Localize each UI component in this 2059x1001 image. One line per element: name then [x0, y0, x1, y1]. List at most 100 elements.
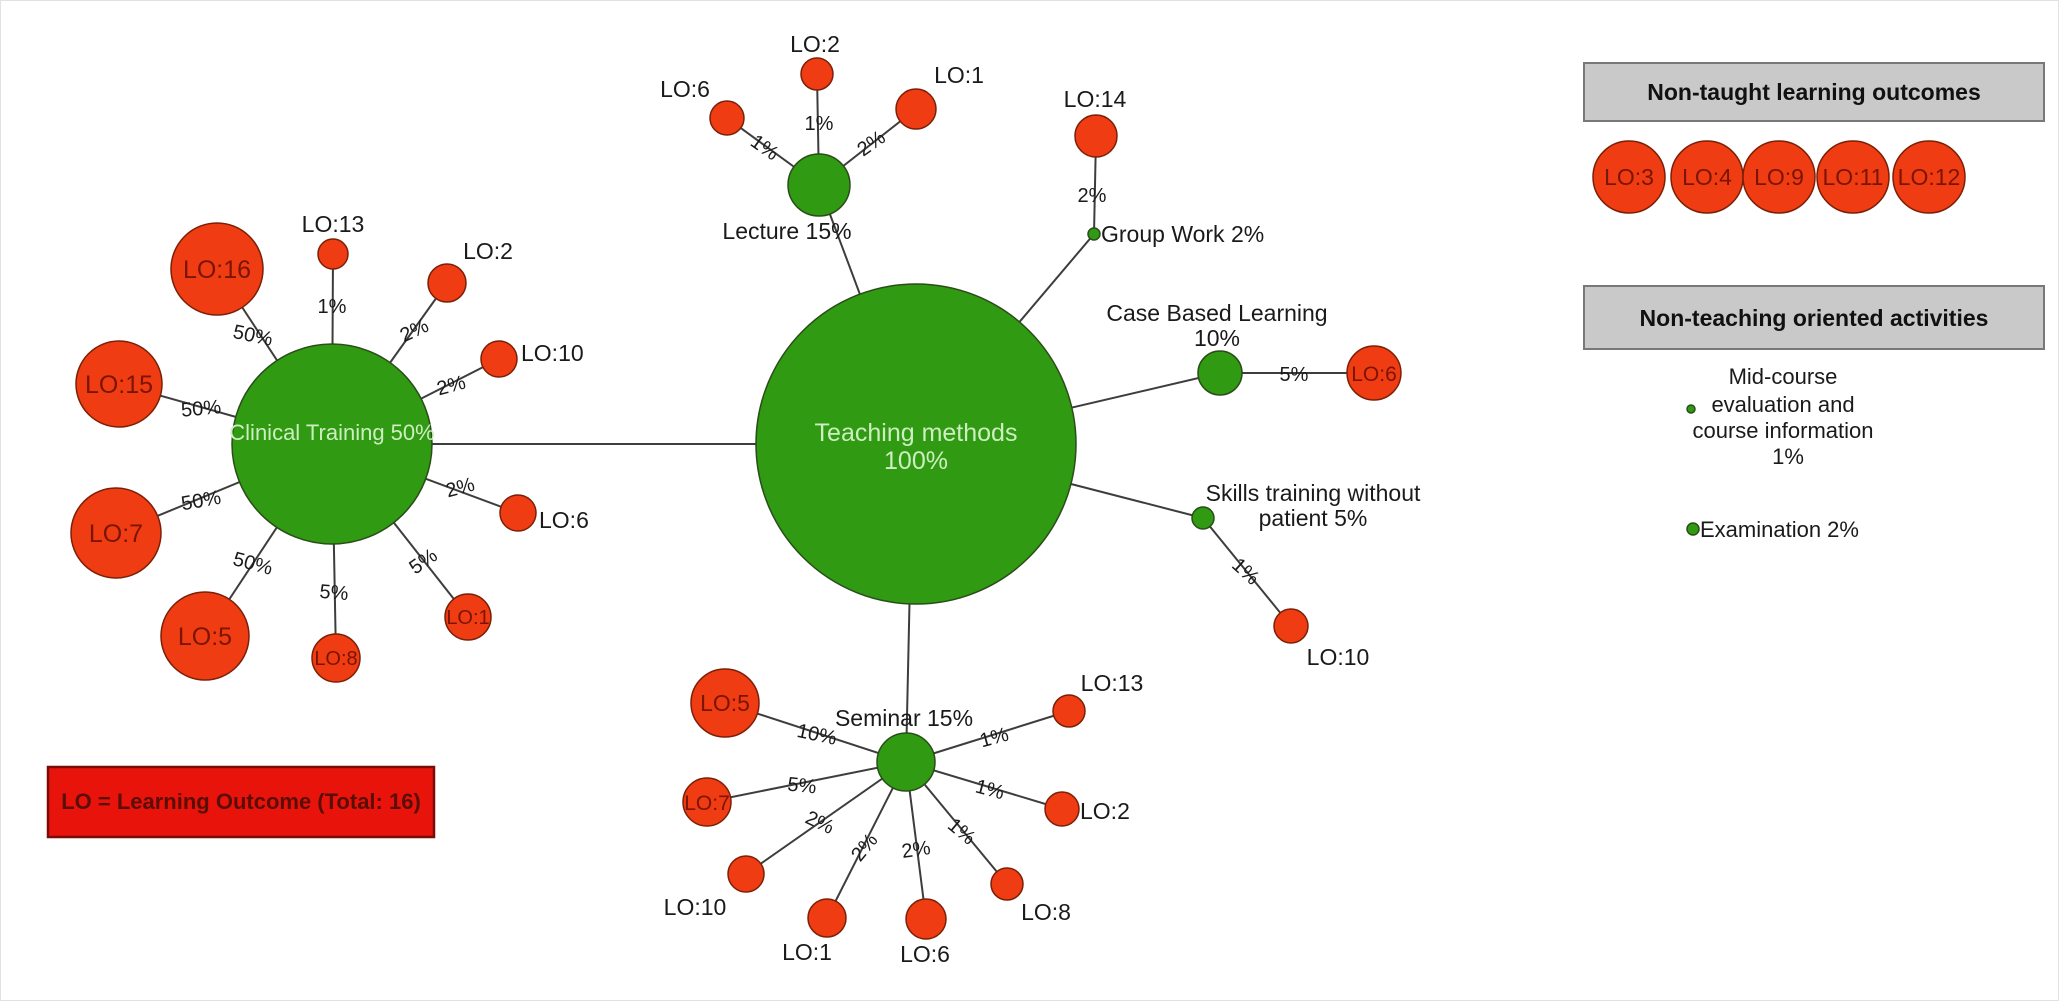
groupwork-lo14-pct: 2%: [1078, 185, 1107, 207]
clinical-lo10-label: LO:10: [521, 340, 584, 366]
clinical-lo16-label: LO:16: [183, 256, 251, 284]
clinical-lo6-label: LO:6: [539, 507, 589, 533]
node-lecture-lo1: [895, 88, 937, 130]
node-seminar-lo5: [690, 668, 760, 738]
seminar-lo6-label: LO:6: [900, 941, 950, 967]
seminar-lo6-pct: 2%: [900, 837, 932, 863]
mid-course-line2: evaluation and: [1711, 392, 1854, 417]
node-clinical-lo10: [480, 340, 518, 378]
groupwork-lo14-label: LO:14: [1064, 86, 1127, 112]
clinical-lo10-pct: 2%: [434, 372, 468, 401]
examination-label: Examination 2%: [1700, 517, 1859, 542]
non-teaching-title-box: [1583, 285, 2045, 350]
clinical-lo15-label: LO:15: [85, 371, 153, 399]
case-based-learning-label: Case Based Learning: [1106, 300, 1327, 326]
node-lecture: [787, 153, 851, 217]
seminar-lo2-pct: 1%: [973, 776, 1007, 805]
lecture-lo2-pct: 1%: [805, 113, 834, 135]
nontaught-lo3-label: LO:3: [1604, 164, 1654, 190]
cbl-lo6-label: LO:6: [1351, 363, 1397, 386]
node-seminar: [876, 732, 936, 792]
node-skills-training: [1191, 506, 1215, 530]
seminar-lo5-label: LO:5: [700, 690, 750, 716]
clinical-training-label: Clinical Training 50%: [229, 420, 434, 445]
clinical-lo2-pct: 2%: [397, 315, 433, 347]
clinical-lo2-label: LO:2: [463, 238, 513, 264]
node-case-based-learning: [1197, 350, 1243, 396]
node-lecture-lo2: [800, 57, 834, 91]
non-teaching-panel: Non-teaching oriented activities Mid-cou…: [1583, 285, 2045, 542]
clinical-lo5-label: LO:5: [178, 623, 232, 651]
seminar-label: Seminar 15%: [835, 705, 973, 731]
legend-text: LO = Learning Outcome (Total: 16): [61, 789, 421, 814]
node-clinical-lo13: [317, 238, 349, 270]
teaching-methods-label: Teaching methods: [815, 419, 1018, 447]
non-teaching-title: Non-teaching oriented activities: [1640, 305, 1989, 331]
seminar-lo7-label: LO:7: [684, 792, 730, 815]
clinical-lo7-pct: 50%: [180, 487, 223, 516]
clinical-lo1-pct: 5%: [405, 544, 441, 579]
node-clinical-lo16: [170, 222, 264, 316]
edge-seminar-lo7: [706, 761, 907, 803]
seminar-lo10-pct: 2%: [802, 807, 838, 839]
node-seminar-lo13: [1052, 694, 1086, 728]
clinical-lo8-label: LO:8: [314, 648, 357, 670]
node-nontaught-lo3: [1592, 140, 1666, 214]
mid-course-line3: course information: [1693, 418, 1874, 443]
node-clinical-lo15: [75, 340, 163, 428]
non-taught-title-box: [1583, 62, 2045, 122]
mid-course-dot: [1686, 404, 1696, 414]
mid-course-line4: 1%: [1772, 444, 1804, 469]
seminar-lo2-label: LO:2: [1080, 798, 1130, 824]
node-clinical-lo1: [444, 593, 492, 641]
clinical-lo6-pct: 2%: [443, 474, 477, 503]
clinical-lo13-pct: 1%: [318, 296, 347, 318]
nontaught-lo12-label: LO:12: [1898, 164, 1961, 190]
clinical-lo13-label: LO:13: [302, 211, 365, 237]
cbl-lo6-pct: 5%: [1280, 364, 1309, 386]
case-based-learning-pct: 10%: [1194, 325, 1240, 351]
node-clinical-lo8: [311, 633, 361, 683]
seminar-lo8-label: LO:8: [1021, 899, 1071, 925]
clinical-lo7-label: LO:7: [89, 520, 143, 548]
nontaught-lo11-label: LO:11: [1823, 164, 1884, 190]
nontaught-lo9-label: LO:9: [1754, 164, 1804, 190]
hub-nodes: [231, 153, 1243, 792]
node-clinical-lo2: [427, 263, 467, 303]
node-nontaught-lo11: [1816, 140, 1890, 214]
node-clinical-training: [231, 343, 433, 545]
non-taught-title: Non-taught learning outcomes: [1647, 79, 1981, 105]
node-seminar-lo7: [682, 777, 732, 827]
clinical-lo16-pct: 50%: [231, 321, 275, 351]
node-clinical-lo6: [499, 494, 537, 532]
seminar-lo13-pct: 1%: [977, 724, 1011, 753]
seminar-lo1-pct: 2%: [847, 829, 883, 865]
node-groupwork-lo14: [1074, 114, 1118, 158]
node-teaching-methods: [755, 283, 1077, 605]
seminar-lo13-label: LO:13: [1081, 670, 1144, 696]
node-clinical-lo7: [70, 487, 162, 579]
teaching-methods-pct: 100%: [884, 447, 948, 475]
lecture-lo1-pct: 2%: [853, 126, 889, 161]
nontaught-lo4-label: LO:4: [1682, 164, 1732, 190]
skills-training-label-line2: patient 5%: [1259, 505, 1368, 531]
node-nontaught-lo9: [1742, 140, 1816, 214]
node-group-work: [1087, 227, 1101, 241]
clinical-lo15-pct: 50%: [180, 396, 222, 421]
mid-course-line1: Mid-course: [1729, 364, 1838, 389]
legend-box: [46, 765, 436, 839]
skills-training-label-line1: Skills training without: [1206, 480, 1421, 506]
clinical-lo5-pct: 50%: [231, 548, 276, 580]
node-cbl-lo6: [1346, 345, 1402, 401]
edge-seminar-lo10: [745, 761, 907, 875]
examination-dot: [1686, 522, 1700, 536]
lecture-lo1-label: LO:1: [934, 62, 984, 88]
node-seminar-lo8: [990, 867, 1024, 901]
non-taught-panel: Non-taught learning outcomes LO:3 LO:4 L…: [1583, 62, 2045, 214]
seminar-lo1-label: LO:1: [782, 939, 832, 965]
node-lecture-lo6: [709, 100, 745, 136]
lecture-lo2-label: LO:2: [790, 31, 840, 57]
edge-skills-lo10: [1202, 517, 1292, 627]
